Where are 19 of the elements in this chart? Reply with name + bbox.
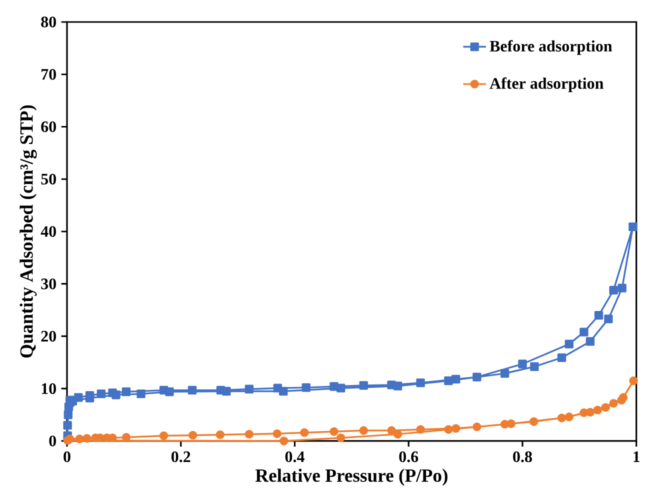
y-tick-label: 60 bbox=[41, 121, 56, 132]
x-tick-label: 0 bbox=[64, 451, 70, 462]
x-tick-label: 0.8 bbox=[513, 451, 532, 462]
y-axis-title: Quantity Adsorbed (cm³/g STP) bbox=[20, 105, 37, 358]
x-tick-label: 0.2 bbox=[171, 451, 190, 462]
legend-label: Before adsorption bbox=[490, 40, 612, 55]
y-tick-label: 80 bbox=[41, 16, 56, 28]
x-tick-label: 0.6 bbox=[399, 451, 418, 462]
x-tick-label: 1 bbox=[634, 451, 640, 462]
y-tick-label: 40 bbox=[40, 226, 56, 237]
x-axis-title: Relative Pressure (P/Po) bbox=[255, 468, 448, 486]
y-tick-label: 50 bbox=[41, 174, 56, 185]
y-tick-label: 30 bbox=[41, 278, 56, 290]
x-tick-label: 0.4 bbox=[285, 451, 304, 462]
legend-label: After adsorption bbox=[490, 77, 604, 92]
y-tick-label: 70 bbox=[42, 68, 56, 80]
y-tick-label: 0 bbox=[49, 436, 56, 446]
y-tick-label: 10 bbox=[42, 383, 56, 394]
y-tick-label: 20 bbox=[41, 330, 56, 342]
